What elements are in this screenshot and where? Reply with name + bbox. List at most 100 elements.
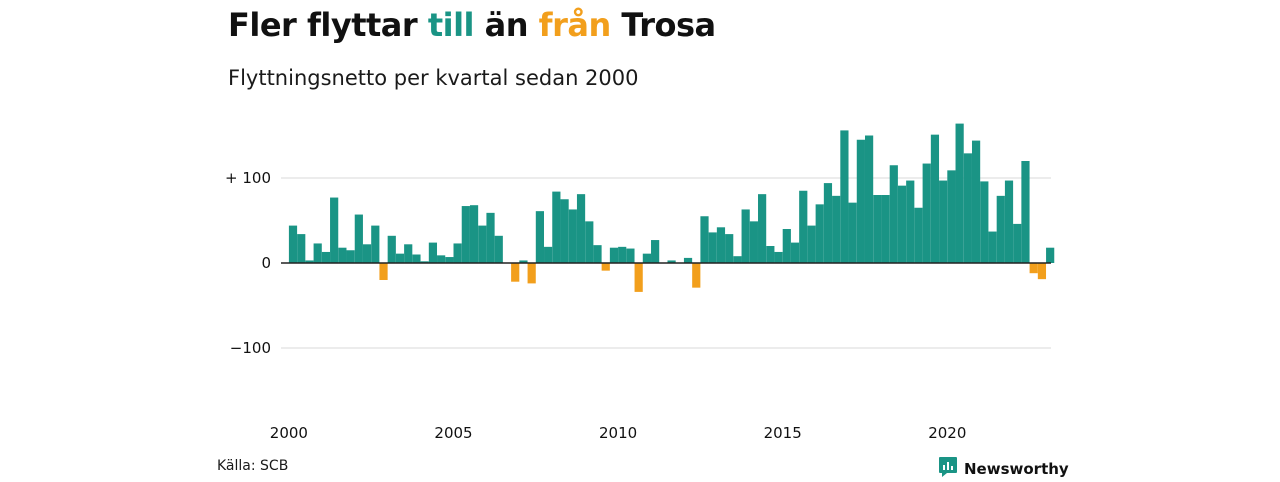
bar xyxy=(1029,263,1038,274)
bar xyxy=(560,199,569,263)
bar xyxy=(930,134,940,263)
bar xyxy=(445,257,454,263)
bar xyxy=(840,130,849,263)
bar xyxy=(437,255,446,263)
x-tick-label: 2015 xyxy=(764,424,802,442)
y-tick-label: 0 xyxy=(261,254,271,272)
bar xyxy=(790,242,800,263)
bar xyxy=(700,216,709,263)
bar xyxy=(354,214,363,263)
x-tick-label: 2000 xyxy=(270,424,308,442)
bar xyxy=(799,190,808,263)
bar xyxy=(494,235,503,263)
bar xyxy=(725,234,734,263)
bar xyxy=(823,183,833,263)
bar xyxy=(749,221,758,263)
bar xyxy=(313,243,322,263)
bar xyxy=(1046,247,1055,263)
bar xyxy=(576,194,586,263)
title-word-fran: från xyxy=(538,6,612,44)
bar xyxy=(469,205,479,263)
bar xyxy=(568,209,577,263)
bar xyxy=(832,195,841,263)
title-word-till: till xyxy=(427,6,475,44)
bar xyxy=(758,194,767,263)
bar xyxy=(527,263,536,284)
bar xyxy=(321,251,331,263)
bar xyxy=(906,180,915,263)
bar xyxy=(889,165,898,263)
bar xyxy=(1037,263,1047,280)
bar xyxy=(395,253,405,263)
bar xyxy=(766,246,775,263)
bar xyxy=(288,225,298,263)
bar xyxy=(692,263,701,288)
bar xyxy=(305,260,314,263)
bar xyxy=(865,135,874,263)
axes: + 100 0 −100 2000 2005 2010 2015 2020 xyxy=(225,169,1051,442)
bar xyxy=(601,263,610,271)
bar xyxy=(741,209,750,263)
bar xyxy=(461,206,470,263)
bar xyxy=(708,232,717,263)
bar xyxy=(897,185,907,263)
bar xyxy=(535,211,544,263)
bar xyxy=(330,197,339,263)
bar xyxy=(379,263,388,280)
bar xyxy=(667,260,676,263)
title-part-2: än xyxy=(474,6,539,44)
bar xyxy=(914,207,923,263)
bar xyxy=(585,221,594,263)
bar xyxy=(387,235,396,263)
bar xyxy=(848,202,857,263)
bar xyxy=(338,247,347,263)
bar xyxy=(420,261,429,263)
bars xyxy=(288,123,1055,292)
bar xyxy=(609,247,619,263)
title-part-3: Trosa xyxy=(610,6,716,44)
source-note: Källa: SCB xyxy=(217,458,289,474)
bar xyxy=(807,225,816,263)
bar xyxy=(1021,161,1030,263)
y-tick-label: −100 xyxy=(230,339,271,357)
bar xyxy=(716,227,726,263)
bar xyxy=(478,225,487,263)
bar xyxy=(544,246,553,263)
x-tick-label: 2010 xyxy=(599,424,637,442)
brand-name: Newsworthy xyxy=(964,460,1069,478)
bar xyxy=(939,180,948,263)
brand-logo: Newsworthy xyxy=(938,456,1069,482)
x-tick-label: 2005 xyxy=(434,424,472,442)
chart-subtitle: Flyttningsnetto per kvartal sedan 2000 xyxy=(228,66,639,90)
bar xyxy=(1004,180,1014,263)
bar xyxy=(774,251,783,263)
bar xyxy=(626,248,635,263)
bar xyxy=(371,225,380,263)
bar xyxy=(815,204,824,263)
bar xyxy=(519,260,528,263)
bar xyxy=(922,163,931,263)
bar xyxy=(511,263,520,282)
bar xyxy=(297,234,306,263)
bar xyxy=(404,244,413,263)
bar xyxy=(955,123,964,263)
bar xyxy=(634,263,643,292)
bar xyxy=(428,242,438,263)
x-tick-label: 2020 xyxy=(928,424,966,442)
bar xyxy=(873,195,882,263)
bar xyxy=(651,240,660,263)
bar xyxy=(1013,223,1022,263)
bar xyxy=(552,191,561,263)
bar-chart-bubble-icon xyxy=(938,456,958,482)
bar xyxy=(782,229,791,263)
bar xyxy=(412,254,421,263)
bar xyxy=(963,153,972,263)
bar xyxy=(486,212,495,263)
bar xyxy=(980,181,989,263)
title-part-1: Fler flyttar xyxy=(228,6,428,44)
bar xyxy=(971,140,981,263)
bar xyxy=(593,245,602,263)
bar xyxy=(346,250,355,263)
bar xyxy=(856,139,865,263)
